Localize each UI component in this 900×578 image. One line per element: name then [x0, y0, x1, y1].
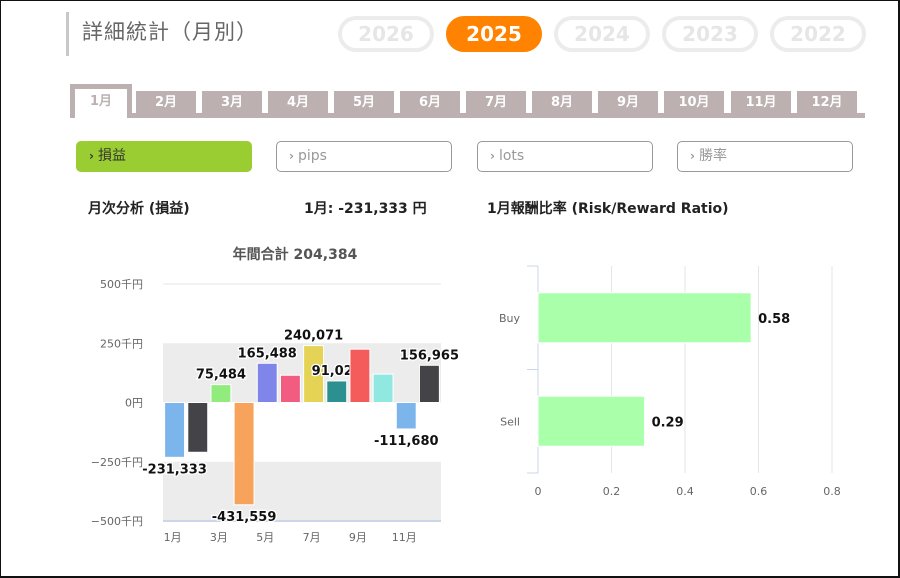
- x-tick-label: 7月: [303, 531, 321, 544]
- tab-month-2[interactable]: 2月: [136, 91, 196, 118]
- filter-label: 損益: [97, 148, 126, 164]
- filter-label: pips: [297, 148, 327, 164]
- year-selector: 2026 2025 2024 2023 2022: [338, 16, 866, 52]
- bar-8月[interactable]: [326, 380, 348, 403]
- bar-2月[interactable]: [187, 402, 209, 453]
- filter-button-0[interactable]: › 損益: [76, 141, 252, 172]
- filter-label: lots: [498, 148, 525, 164]
- bar-5月[interactable]: [256, 362, 278, 403]
- tab-month-1[interactable]: 1月: [70, 84, 132, 118]
- x-tick-label: 5月: [256, 531, 274, 544]
- y-tick-label: −250千円: [91, 456, 143, 469]
- data-label: 156,965: [400, 348, 459, 363]
- data-label: 240,071: [284, 329, 343, 344]
- y-tick-label: 500千円: [100, 278, 143, 291]
- data-label: -111,680: [374, 434, 439, 449]
- month-value: 1月: -231,333 円: [304, 201, 427, 217]
- monthly-pnl-chart: 年間合計 204,384 500千円 250千円 0円 −250千円 −500千円 -231…: [91, 246, 460, 544]
- tab-month-4[interactable]: 4月: [268, 91, 328, 118]
- x-tick-label: 0.6: [750, 485, 768, 498]
- tab-month-10[interactable]: 10月: [664, 91, 724, 118]
- x-tick-label: 1月: [164, 531, 182, 544]
- monthly-analysis-title: 月次分析 (損益): [88, 201, 190, 217]
- x-tick-label: 0.4: [676, 485, 694, 498]
- year-button-2024[interactable]: 2024: [554, 16, 650, 52]
- x-tick-label: 0.2: [603, 485, 621, 498]
- chart-title: 年間合計 204,384: [233, 246, 358, 263]
- y-tick-label: 250千円: [100, 337, 143, 350]
- year-button-2025[interactable]: 2025: [446, 16, 542, 52]
- risk-reward-title: 1月報酬比率 (Risk/Reward Ratio): [487, 201, 729, 217]
- page-title-wrap: 詳細統計（月別）: [66, 12, 258, 56]
- bar-1月[interactable]: [164, 402, 186, 458]
- bar-12月[interactable]: [418, 364, 440, 403]
- bar-10月[interactable]: [372, 373, 394, 404]
- month-tabs: 1月 2月 3月 4月 5月 6月 7月 8月 9月 10月 11月 12月: [70, 84, 865, 118]
- year-button-2022[interactable]: 2022: [770, 16, 866, 52]
- data-label: -431,559: [212, 510, 277, 525]
- tab-month-11[interactable]: 11月: [731, 91, 791, 118]
- bar-4月[interactable]: [233, 402, 255, 506]
- tab-month-8[interactable]: 8月: [532, 91, 592, 118]
- filter-button-2[interactable]: › lots: [477, 141, 653, 172]
- chevron-right-icon: ›: [89, 149, 94, 163]
- data-label: 0.29: [652, 415, 684, 430]
- bar-9月[interactable]: [349, 348, 371, 404]
- x-tick-label: 11月: [392, 531, 417, 544]
- plot-band: [163, 343, 441, 403]
- y-category-label: Sell: [500, 415, 520, 428]
- data-label: 0.58: [758, 312, 790, 327]
- bar-3月[interactable]: [210, 384, 232, 403]
- page-title: 詳細統計（月別）: [82, 20, 258, 44]
- x-tick-label: 0: [535, 485, 542, 498]
- year-button-2026[interactable]: 2026: [338, 16, 434, 52]
- data-label: 75,484: [196, 368, 246, 383]
- bar-7月[interactable]: [303, 345, 325, 403]
- chevron-right-icon: ›: [289, 149, 294, 163]
- bar-11月[interactable]: [395, 402, 417, 430]
- tab-month-7[interactable]: 7月: [466, 91, 526, 118]
- year-button-2023[interactable]: 2023: [662, 16, 758, 52]
- y-tick-label: −500千円: [91, 515, 143, 528]
- bar-6月[interactable]: [279, 374, 301, 403]
- filter-button-3[interactable]: › 勝率: [677, 141, 853, 172]
- bar-sell[interactable]: [537, 395, 646, 447]
- x-tick-label: 0.8: [823, 485, 841, 498]
- tab-month-3[interactable]: 3月: [202, 91, 262, 118]
- plot-band: [163, 461, 441, 521]
- filter-button-1[interactable]: › pips: [276, 141, 452, 172]
- chevron-right-icon: ›: [690, 149, 695, 163]
- data-label: 165,488: [238, 346, 297, 361]
- data-label: -231,333: [142, 462, 207, 477]
- chevron-right-icon: ›: [490, 149, 495, 163]
- x-tick-label: 3月: [210, 531, 228, 544]
- x-tick-label: 9月: [349, 531, 367, 544]
- y-tick-label: 0円: [125, 397, 143, 410]
- bar-buy[interactable]: [537, 292, 752, 344]
- filter-label: 勝率: [698, 148, 727, 164]
- y-category-label: Buy: [499, 312, 521, 325]
- metric-filters: › 損益 › pips › lots › 勝率: [76, 141, 856, 172]
- tab-month-12[interactable]: 12月: [797, 91, 857, 118]
- tab-month-5[interactable]: 5月: [334, 91, 394, 118]
- risk-reward-chart: 0 0.2 0.4 0.6 0.8 Buy 0.58 Sell 0.29: [499, 265, 841, 498]
- tab-month-6[interactable]: 6月: [400, 91, 460, 118]
- tab-month-9[interactable]: 9月: [598, 91, 658, 118]
